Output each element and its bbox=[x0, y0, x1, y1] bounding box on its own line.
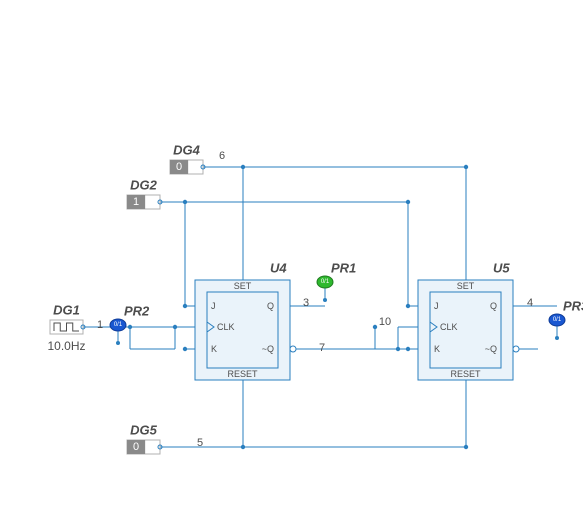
svg-text:U4: U4 bbox=[270, 261, 287, 276]
svg-text:Q: Q bbox=[267, 301, 274, 311]
u4-jk-flipflop: J CLK K Q ~Q SET RESET U4 bbox=[195, 261, 296, 381]
dg5-source: 0DG5 bbox=[127, 423, 162, 455]
pr3-probe: 0/1PR3 bbox=[549, 299, 583, 341]
svg-text:DG5: DG5 bbox=[130, 423, 158, 438]
svg-text:J: J bbox=[434, 301, 439, 311]
svg-text:3: 3 bbox=[303, 297, 309, 309]
svg-text:J: J bbox=[211, 301, 216, 311]
svg-text:Q: Q bbox=[490, 301, 497, 311]
svg-text:PR3: PR3 bbox=[563, 299, 583, 314]
svg-text:U5: U5 bbox=[493, 261, 510, 276]
svg-text:1: 1 bbox=[97, 319, 103, 331]
svg-text:~Q: ~Q bbox=[262, 344, 274, 354]
svg-text:K: K bbox=[434, 344, 440, 354]
svg-text:4: 4 bbox=[527, 297, 533, 309]
dg4-source: 0DG4 bbox=[170, 143, 205, 175]
svg-text:SET: SET bbox=[234, 281, 252, 291]
dg1-clock-source: DG1 10.0Hz bbox=[47, 303, 85, 354]
svg-text:10: 10 bbox=[379, 316, 391, 328]
svg-text:~Q: ~Q bbox=[485, 344, 497, 354]
svg-text:CLK: CLK bbox=[440, 322, 458, 332]
svg-text:0/1: 0/1 bbox=[553, 317, 562, 323]
svg-text:RESET: RESET bbox=[227, 369, 258, 379]
svg-text:0/1: 0/1 bbox=[114, 322, 123, 328]
svg-text:6: 6 bbox=[219, 150, 225, 162]
svg-text:0: 0 bbox=[133, 441, 139, 453]
dg2-source: 1DG2 bbox=[127, 178, 162, 210]
svg-text:CLK: CLK bbox=[217, 322, 235, 332]
svg-text:10.0Hz: 10.0Hz bbox=[47, 339, 85, 353]
svg-text:DG1: DG1 bbox=[53, 303, 80, 318]
svg-text:7: 7 bbox=[319, 342, 325, 354]
svg-text:DG4: DG4 bbox=[173, 143, 201, 158]
svg-text:DG2: DG2 bbox=[130, 178, 158, 193]
svg-text:0/1: 0/1 bbox=[321, 279, 330, 285]
svg-text:5: 5 bbox=[197, 437, 203, 449]
svg-text:1: 1 bbox=[133, 196, 139, 208]
svg-text:RESET: RESET bbox=[450, 369, 481, 379]
svg-text:PR2: PR2 bbox=[124, 304, 150, 319]
circuit-canvas: 1DG20DG40DG5DG110.0HzJCLKKQ~QSETRESETU4J… bbox=[0, 0, 583, 510]
svg-text:PR1: PR1 bbox=[331, 261, 356, 276]
svg-text:K: K bbox=[211, 344, 217, 354]
svg-text:SET: SET bbox=[457, 281, 475, 291]
svg-text:0: 0 bbox=[176, 161, 182, 173]
pr1-probe: 0/1PR1 bbox=[317, 261, 356, 303]
u5-jk-flipflop: J CLK K Q ~Q SET RESET U5 bbox=[418, 261, 519, 381]
